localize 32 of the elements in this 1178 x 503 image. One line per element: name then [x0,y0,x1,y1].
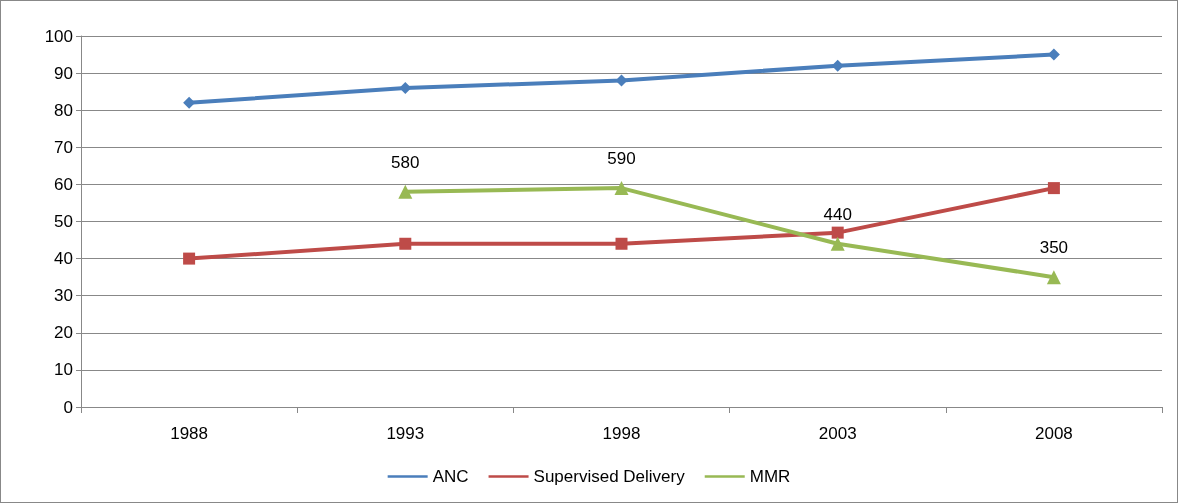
legend-label: Supervised Delivery [533,467,686,486]
x-tick-label: 1998 [602,424,641,443]
point [1047,182,1060,195]
x-tick-label: 2008 [1034,424,1073,443]
point [615,237,628,250]
data-label: 590 [607,149,636,169]
x-tick-label: 1993 [386,424,425,443]
legend-label: ANC [432,467,469,486]
point [614,181,629,196]
point [399,237,412,250]
y-tick-label: 10 [54,360,73,380]
y-tick-label: 70 [54,137,73,157]
y-tick-label: 90 [54,63,73,83]
x-tick-label: 1988 [170,424,209,443]
y-tick-label: 0 [63,397,73,417]
y-tick-label: 100 [44,26,73,46]
y-tick-label: 30 [54,286,73,306]
point [183,252,196,265]
data-label: 440 [823,204,852,224]
point [1046,270,1061,285]
legend-label: MMR [749,467,791,486]
point [830,236,845,251]
y-tick-label: 40 [54,249,73,269]
x-tick-label: 2003 [818,424,857,443]
data-label: 350 [1039,238,1069,258]
point [831,226,844,239]
y-tick-label: 80 [54,100,73,120]
y-tick-label: 20 [54,323,73,343]
data-label: 580 [391,152,420,172]
point [398,184,413,199]
y-tick-label: 60 [54,174,73,194]
y-tick-label: 50 [54,212,73,231]
